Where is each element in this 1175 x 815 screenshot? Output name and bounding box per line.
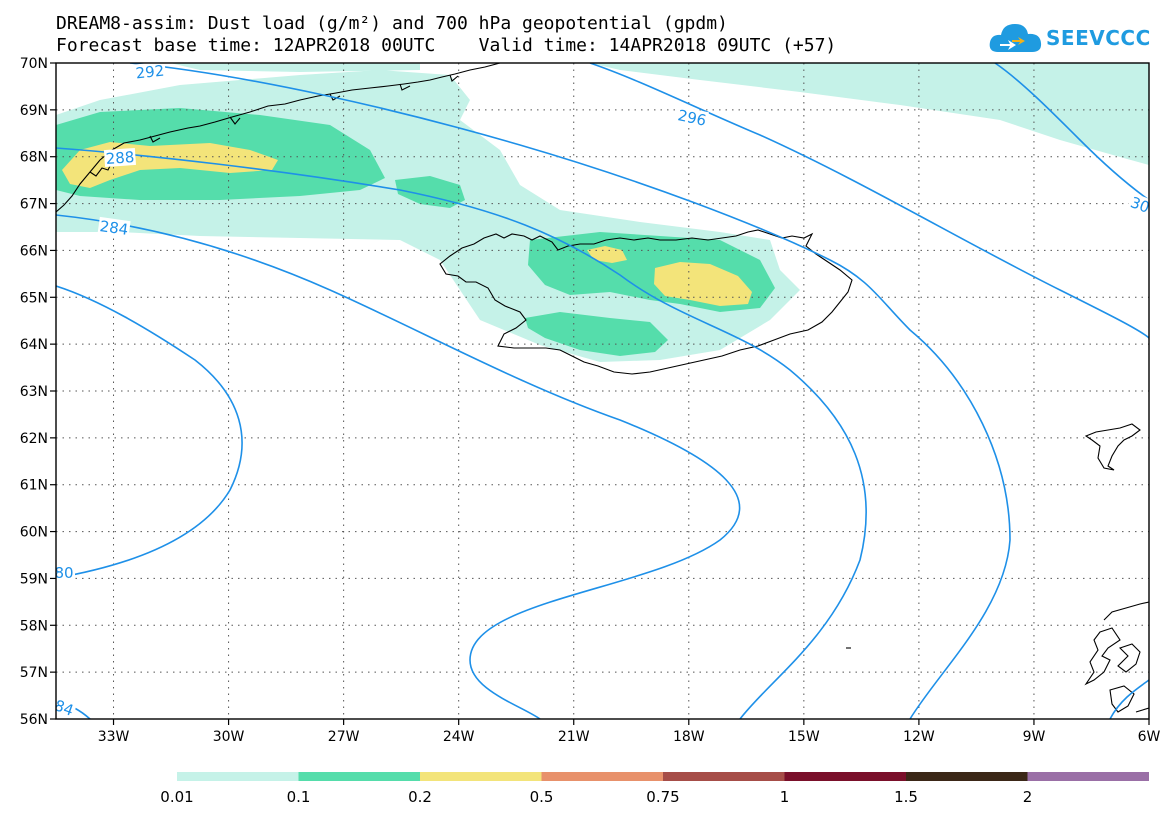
- graticule: [56, 63, 1149, 719]
- colorbar-swatch: [784, 772, 906, 781]
- lon-tick-label: 9W: [1023, 729, 1046, 745]
- colorbar-swatch: [906, 772, 1028, 781]
- axes: 33W 30W 27W 24W 21W 18W 15W 12W 9W 6W 70N 69N 68N 67N…: [20, 56, 1161, 745]
- lon-tick-label: 18W: [673, 729, 705, 745]
- lon-tick-label: 15W: [788, 729, 820, 745]
- map-title-line-2: Forecast base time: 12APR2018 00UTC Vali…: [56, 35, 837, 56]
- contour-label: 292: [133, 62, 167, 83]
- lon-tick-label: 6W: [1138, 729, 1161, 745]
- lat-tick-label: 59N: [20, 571, 48, 587]
- lat-tick-label: 70N: [20, 56, 48, 72]
- colorbar-label: 0.5: [530, 788, 554, 806]
- lon-tick-label: 21W: [558, 729, 590, 745]
- lon-tick-label: 33W: [98, 729, 130, 745]
- lat-tick-label: 57N: [20, 665, 48, 681]
- svg-text:292: 292: [135, 62, 165, 83]
- svg-text:296: 296: [676, 106, 708, 130]
- colorbar-swatch: [1027, 772, 1149, 781]
- contour-label: 296: [675, 105, 710, 130]
- lat-tick-label: 66N: [20, 243, 48, 259]
- colorbar-label: 2: [1023, 788, 1033, 806]
- lon-tick-label: 27W: [328, 729, 360, 745]
- colorbar-label: 0.2: [408, 788, 432, 806]
- svg-text:84: 84: [52, 696, 76, 719]
- colorbar: 0.01 0.1 0.2 0.5 0.75 1 1.5 2: [160, 772, 1149, 806]
- lon-tick-label: 12W: [903, 729, 935, 745]
- colorbar-label: 1.5: [894, 788, 918, 806]
- colorbar-label: 0.01: [160, 788, 193, 806]
- svg-text:288: 288: [105, 148, 135, 168]
- lon-tick-label: 24W: [443, 729, 475, 745]
- lat-tick-label: 56N: [20, 712, 48, 728]
- logo-text: SEEVCCC: [1046, 26, 1151, 50]
- contour-label: 288: [103, 147, 137, 168]
- svg-text:80: 80: [54, 564, 73, 582]
- lat-tick-label: 68N: [20, 150, 48, 166]
- colorbar-label: 0.75: [646, 788, 679, 806]
- lat-tick-label: 61N: [20, 478, 48, 494]
- lat-tick-label: 63N: [20, 384, 48, 400]
- svg-text:30: 30: [1128, 193, 1152, 216]
- map-title-line-1: DREAM8-assim: Dust load (g/m²) and 700 h…: [56, 13, 728, 34]
- lat-tick-label: 62N: [20, 431, 48, 447]
- svg-text:284: 284: [99, 217, 130, 239]
- lat-tick-label: 60N: [20, 525, 48, 541]
- lat-tick-label: 64N: [20, 337, 48, 353]
- coastlines: [56, 63, 1149, 713]
- colorbar-swatch: [298, 772, 420, 781]
- lon-tick-label: 30W: [213, 729, 245, 745]
- colorbar-swatch: [663, 772, 785, 781]
- cloud-icon: [989, 24, 1042, 52]
- contour-label: 284: [97, 216, 131, 239]
- lat-tick-label: 69N: [20, 103, 48, 119]
- seevccc-logo: SEEVCCC: [988, 18, 1158, 62]
- contour-label: 30: [1126, 192, 1152, 217]
- lat-tick-label: 65N: [20, 290, 48, 306]
- colorbar-swatch: [420, 772, 542, 781]
- geopotential-contours: [56, 63, 1149, 719]
- colorbar-swatch: [177, 772, 299, 781]
- colorbar-swatch: [541, 772, 663, 781]
- colorbar-label: 0.1: [287, 788, 311, 806]
- contour-label: 80: [54, 564, 75, 582]
- contour-label: 84: [52, 695, 78, 719]
- contour-labels: 292 296 288 284 80 84 30: [52, 62, 1152, 719]
- colorbar-label: 1: [780, 788, 790, 806]
- lat-tick-label: 67N: [20, 197, 48, 213]
- plot-area: 292 296 288 284 80 84 30: [52, 62, 1152, 719]
- lat-tick-label: 58N: [20, 618, 48, 634]
